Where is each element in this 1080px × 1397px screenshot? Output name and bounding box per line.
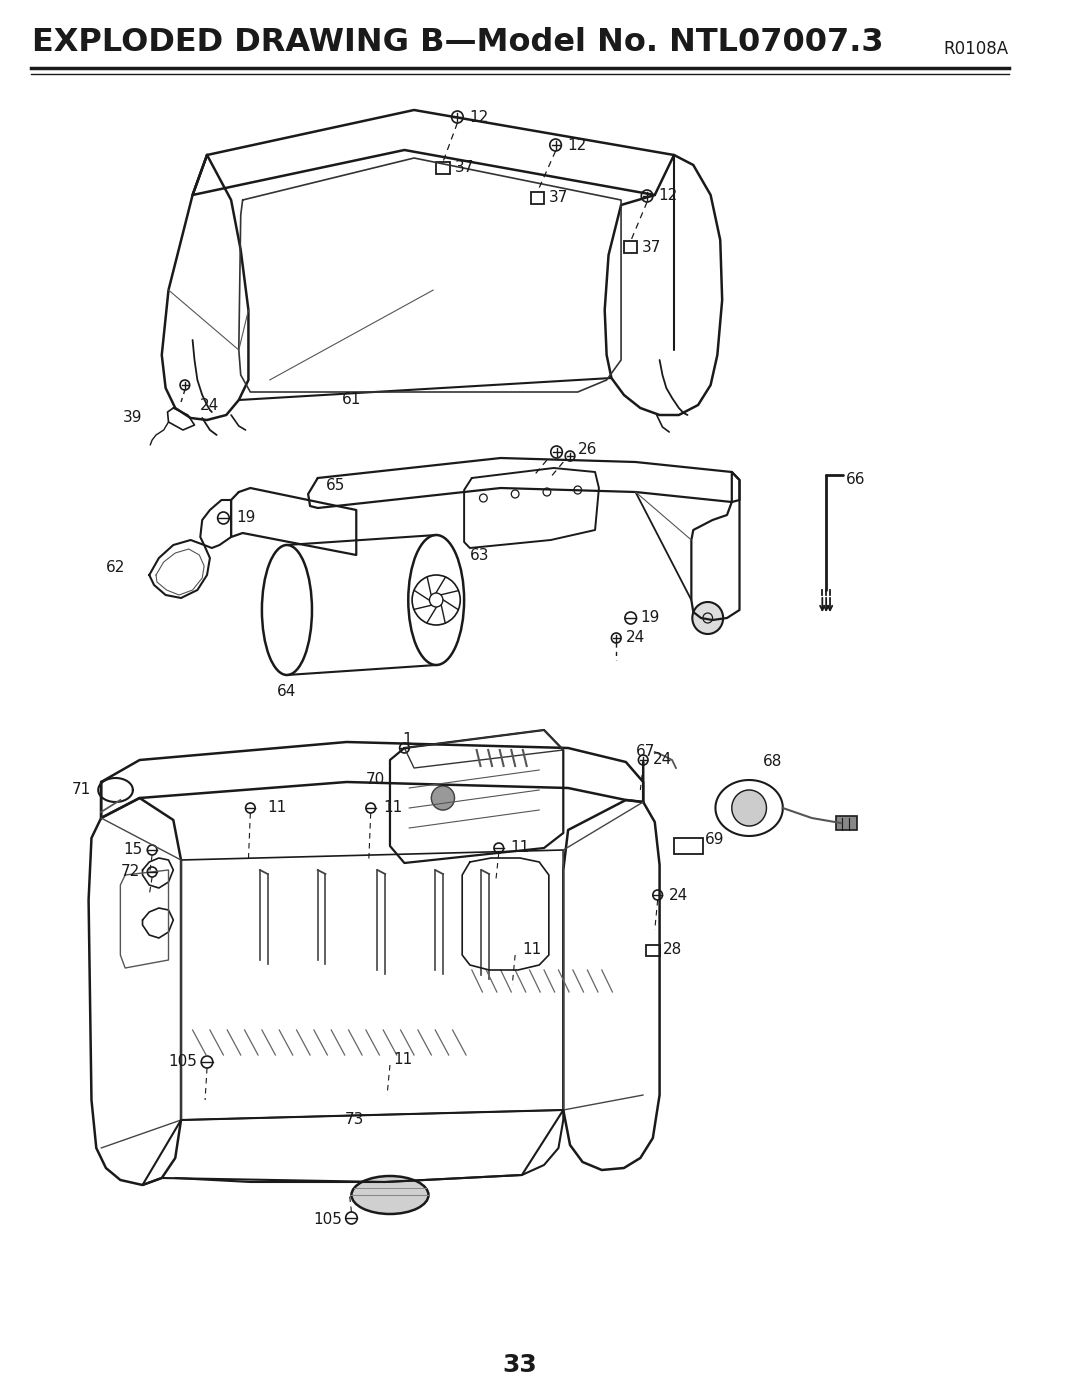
Text: 19: 19 — [640, 610, 660, 626]
Text: 70: 70 — [366, 773, 386, 788]
Text: 12: 12 — [567, 137, 586, 152]
Bar — [646, 944, 660, 956]
Text: 26: 26 — [578, 443, 597, 457]
Text: 11: 11 — [383, 800, 403, 816]
Text: 24: 24 — [652, 753, 672, 767]
Text: 65: 65 — [325, 479, 345, 493]
Text: 68: 68 — [762, 754, 782, 770]
Text: 28: 28 — [662, 943, 681, 957]
Text: 11: 11 — [511, 841, 529, 855]
Circle shape — [431, 787, 455, 810]
Text: 24: 24 — [626, 630, 645, 645]
Bar — [836, 816, 856, 830]
Text: 11: 11 — [393, 1052, 413, 1067]
Bar — [530, 191, 544, 204]
Text: 66: 66 — [846, 472, 865, 488]
Text: 73: 73 — [345, 1112, 364, 1127]
Text: 72: 72 — [120, 865, 139, 880]
Text: 1: 1 — [403, 732, 413, 747]
Text: 69: 69 — [705, 833, 725, 848]
Text: 63: 63 — [470, 549, 489, 563]
Text: 12: 12 — [469, 109, 488, 124]
Text: 67: 67 — [635, 745, 654, 760]
Text: 19: 19 — [235, 510, 255, 525]
Text: 37: 37 — [643, 239, 662, 254]
Text: 105: 105 — [168, 1055, 198, 1070]
Text: 105: 105 — [313, 1213, 342, 1228]
Text: 24: 24 — [200, 398, 219, 412]
Text: 64: 64 — [278, 685, 297, 700]
Text: 39: 39 — [123, 411, 143, 426]
Text: 12: 12 — [659, 189, 678, 204]
Text: 24: 24 — [670, 887, 688, 902]
Circle shape — [692, 602, 724, 634]
Circle shape — [732, 789, 767, 826]
Text: 11: 11 — [268, 800, 287, 816]
Bar — [624, 242, 637, 253]
Text: 11: 11 — [522, 943, 541, 957]
Text: 62: 62 — [106, 560, 125, 576]
Text: 15: 15 — [123, 842, 143, 858]
Ellipse shape — [351, 1176, 429, 1214]
Bar — [436, 162, 449, 175]
Text: 37: 37 — [549, 190, 568, 205]
Text: 33: 33 — [502, 1354, 538, 1377]
Text: EXPLODED DRAWING B—Model No. NTL07007.3: EXPLODED DRAWING B—Model No. NTL07007.3 — [31, 27, 883, 59]
Text: 37: 37 — [455, 161, 474, 176]
Text: R0108A: R0108A — [943, 41, 1008, 59]
Bar — [674, 838, 703, 854]
Text: 61: 61 — [342, 393, 361, 408]
Text: 71: 71 — [72, 782, 92, 798]
